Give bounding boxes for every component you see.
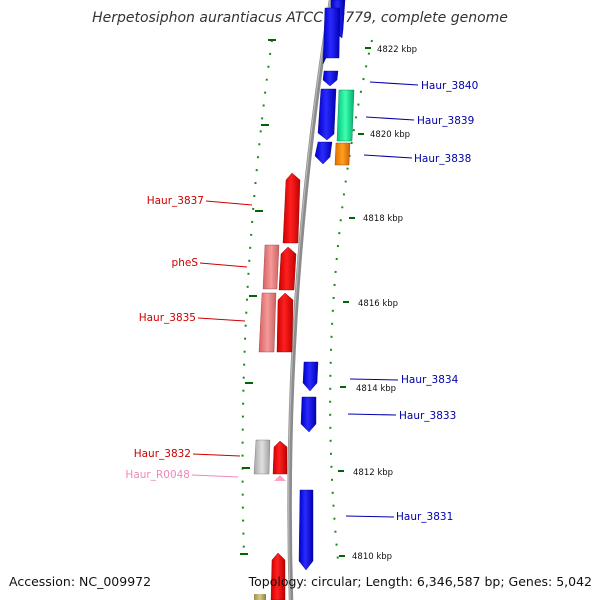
gene-label-haur-3840[interactable]: Haur_3840 xyxy=(421,80,478,92)
gene-label-haur-3838[interactable]: Haur_3838 xyxy=(414,153,471,165)
gene-feature-orange[interactable] xyxy=(334,142,351,166)
gene-label-haur-3831[interactable]: Haur_3831 xyxy=(396,511,453,523)
gene-feature-haur-3839[interactable] xyxy=(317,88,337,141)
genome-summary-text: Topology: circular; Length: 6,346,587 bp… xyxy=(248,574,592,589)
forward-genes xyxy=(298,0,346,571)
label-connectors xyxy=(191,81,419,518)
gene-feature-teal[interactable] xyxy=(336,89,355,142)
reverse-genes xyxy=(270,172,301,600)
inner-tick-ring xyxy=(241,39,273,556)
gene-label-haur-r0048[interactable]: Haur_R0048 xyxy=(125,469,190,481)
gene-feature-haur-3831[interactable] xyxy=(298,489,314,571)
gene-feature-pale[interactable] xyxy=(258,292,277,353)
accession-text: Accession: NC_009972 xyxy=(9,574,152,589)
gene-feature-haur-3838[interactable] xyxy=(314,141,333,165)
tick-label: 4814 kbp xyxy=(356,384,396,394)
gene-feature-haur-3835[interactable] xyxy=(276,292,294,353)
gene-label-haur-3833[interactable]: Haur_3833 xyxy=(399,410,456,422)
tick-label: 4818 kbp xyxy=(363,214,403,224)
gene-label-haur-3839[interactable]: Haur_3839 xyxy=(417,115,474,127)
gene-label-haur-3834[interactable]: Haur_3834 xyxy=(401,374,459,386)
gene-label-phes[interactable]: pheS xyxy=(172,257,199,269)
gene-label-haur-3835[interactable]: Haur_3835 xyxy=(139,312,196,324)
gene-label-haur-3837[interactable]: Haur_3837 xyxy=(147,195,204,207)
gene-feature-phes[interactable] xyxy=(278,246,297,291)
gene-feature[interactable] xyxy=(270,552,286,600)
gene-feature-haur-3833[interactable] xyxy=(300,396,317,433)
gene-feature-gray[interactable] xyxy=(253,439,271,475)
gene-feature-haur-3840[interactable] xyxy=(322,70,339,87)
gene-feature-pale[interactable] xyxy=(262,244,280,290)
gene-label-haur-3832[interactable]: Haur_3832 xyxy=(134,448,191,460)
tick-label: 4812 kbp xyxy=(353,468,393,478)
genome-backbone xyxy=(287,0,334,600)
rna-feature-haur-r0048[interactable] xyxy=(274,475,286,481)
major-tick-marks xyxy=(338,47,371,557)
gene-feature-haur-3837[interactable] xyxy=(282,172,301,244)
gene-feature[interactable] xyxy=(322,7,341,65)
tick-label: 4820 kbp xyxy=(370,130,410,140)
tick-label: 4822 kbp xyxy=(377,45,417,55)
tick-label: 4810 kbp xyxy=(352,552,392,562)
gene-feature-olive[interactable] xyxy=(254,594,266,600)
inner-major-tick-marks xyxy=(240,39,276,555)
gene-feature-haur-3832[interactable] xyxy=(272,440,288,475)
tick-labels: 4822 kbp 4820 kbp 4818 kbp 4816 kbp 4814… xyxy=(352,45,417,562)
gene-feature-haur-3834[interactable] xyxy=(302,361,319,392)
map-title: Herpetosiphon aurantiacus ATCC 23779, co… xyxy=(92,10,508,26)
tick-label: 4816 kbp xyxy=(358,299,398,309)
